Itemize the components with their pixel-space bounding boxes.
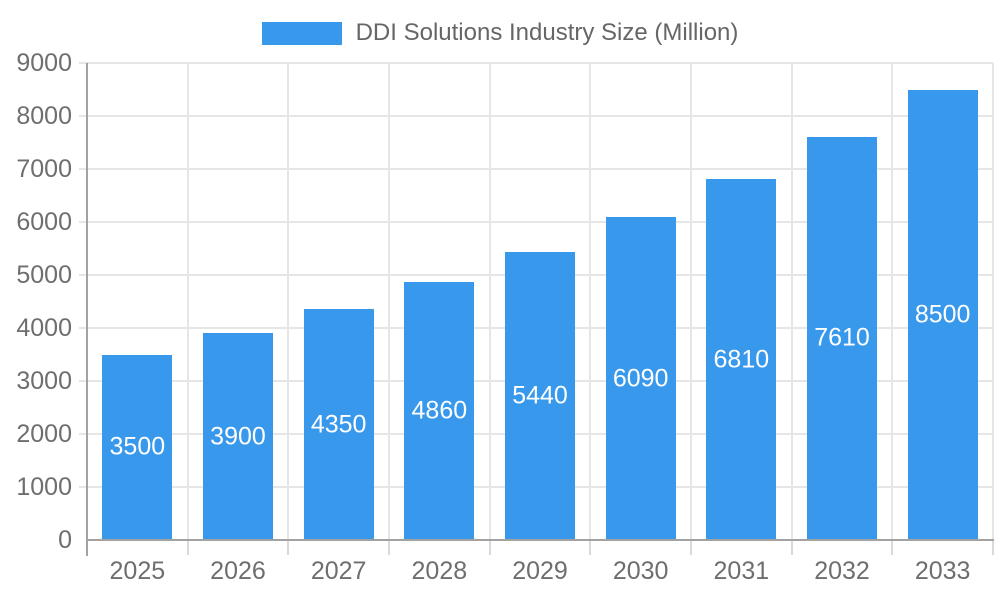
y-axis-label-4000: 4000 (16, 314, 72, 342)
x-axis-baseline (86, 539, 994, 541)
legend-swatch (261, 21, 342, 45)
x-axis: 2025 2026 2027 2028 2029 2030 2031 2032 2033 (87, 552, 993, 586)
y-axis-label-2000: 2000 (16, 420, 72, 448)
bar-2025[interactable]: 3500 (102, 354, 173, 540)
y-axis-label-5000: 5000 (16, 261, 72, 289)
y-axis-label-7000: 7000 (16, 155, 72, 183)
y-gridline-8000 (79, 115, 993, 117)
bar-value-2029: 5440 (512, 381, 568, 410)
x-tick-4 (488, 540, 491, 555)
y-axis-label-0: 0 (58, 526, 72, 554)
x-tick-5 (589, 540, 592, 555)
x-tick-9 (992, 540, 994, 555)
bar-2033[interactable]: 8500 (907, 89, 978, 540)
x-axis-label-2031: 2031 (713, 557, 770, 585)
y-axis: 0 1000 2000 3000 4000 5000 6000 7000 8000 9000 (0, 49, 72, 554)
x-gridline-2 (287, 63, 290, 540)
x-gridline-9 (992, 63, 994, 540)
bar-value-2027: 4350 (310, 410, 367, 439)
bar-2026[interactable]: 3900 (202, 333, 273, 540)
y-axis-label-9000: 9000 (16, 49, 72, 77)
y-gridline-9000 (79, 62, 993, 64)
x-axis-label-2026: 2026 (210, 557, 266, 585)
legend: DDI Solutions Industry Size (Million) (0, 19, 1000, 47)
legend-label: DDI Solutions Industry Size (Million) (355, 19, 739, 46)
x-axis-label-2030: 2030 (612, 557, 669, 585)
x-axis-label-2029: 2029 (512, 557, 568, 585)
x-gridline-8 (891, 63, 894, 540)
x-gridline-7 (790, 63, 793, 540)
y-axis-line (86, 63, 88, 556)
y-gridline-7000 (79, 168, 993, 170)
y-axis-label-1000: 1000 (16, 473, 72, 501)
x-axis-label-2032: 2032 (814, 557, 870, 585)
x-tick-1 (186, 540, 189, 555)
bar-value-2033: 8500 (914, 300, 971, 329)
x-tick-2 (287, 540, 290, 555)
bar-value-2026: 3900 (210, 422, 266, 451)
plot-area: 3500 3900 4350 4860 5440 6090 6810 7610 8500 (79, 62, 994, 555)
x-tick-3 (387, 540, 390, 555)
bar-2029[interactable]: 5440 (505, 251, 575, 540)
bar-value-2025: 3500 (109, 432, 166, 461)
y-axis-label-3000: 3000 (16, 367, 72, 395)
x-axis-label-2033: 2033 (914, 557, 971, 585)
x-axis-label-2028: 2028 (411, 557, 468, 585)
x-gridline-6 (689, 63, 692, 540)
bar-value-2032: 7610 (814, 323, 870, 352)
x-tick-8 (891, 540, 894, 555)
y-axis-label-6000: 6000 (16, 208, 72, 236)
bar-2031[interactable]: 6810 (706, 179, 777, 540)
bar-value-2031: 6810 (713, 345, 770, 374)
bar-2030[interactable]: 6090 (605, 217, 676, 540)
x-axis-label-2027: 2027 (310, 557, 367, 585)
x-gridline-1 (186, 63, 189, 540)
y-gridline-6000 (79, 221, 993, 223)
x-axis-label-2025: 2025 (109, 557, 166, 585)
y-axis-label-8000: 8000 (16, 102, 72, 130)
x-tick-6 (689, 540, 692, 555)
x-tick-7 (790, 540, 793, 555)
bar-value-2028: 4860 (411, 396, 468, 425)
x-gridline-3 (387, 63, 390, 540)
bar-2027[interactable]: 4350 (303, 309, 374, 540)
x-gridline-5 (589, 63, 592, 540)
bar-2028[interactable]: 4860 (404, 282, 475, 540)
bar-value-2030: 6090 (612, 364, 669, 393)
bar-2032[interactable]: 7610 (807, 136, 877, 540)
x-gridline-4 (488, 63, 491, 540)
